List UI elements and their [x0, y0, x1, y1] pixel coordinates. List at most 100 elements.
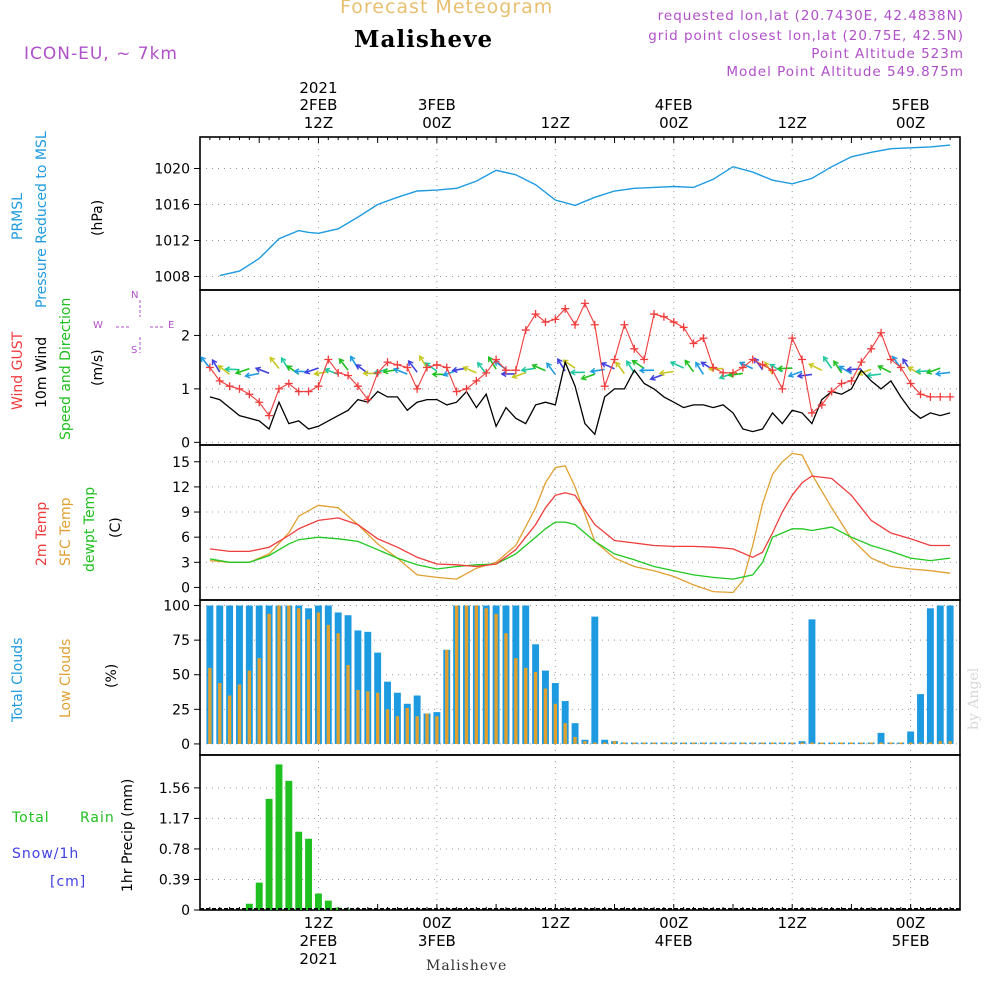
wind-direction-arrowhead	[234, 368, 242, 375]
rain-bar	[344, 909, 352, 910]
gust-marker	[798, 355, 807, 364]
compass-lines	[116, 300, 164, 353]
low-cloud-bar	[454, 605, 459, 744]
gust-marker	[827, 387, 836, 396]
wind-direction-arrow	[788, 370, 803, 377]
wind-direction-arrowhead	[669, 360, 676, 367]
top-hour-label: 00Z	[422, 114, 451, 132]
low-cloud-bar	[415, 716, 419, 744]
low-cloud-bar	[632, 742, 636, 745]
wind-direction-arrowhead	[313, 370, 320, 377]
gust-marker	[492, 355, 501, 364]
clouds-ytick-label: 50	[172, 668, 190, 684]
wind-direction-arrow	[739, 361, 754, 370]
gust-marker	[916, 390, 925, 399]
gust-marker	[373, 368, 382, 377]
pressure-ytick-label: 1020	[154, 162, 190, 178]
temperature-ytick-label: 3	[181, 555, 190, 571]
low-cloud-bar	[346, 665, 350, 744]
low-cloud-bar	[257, 658, 261, 744]
wind-direction-arrow	[217, 365, 231, 375]
temperature-ytick-label: 15	[172, 455, 190, 471]
wind-direction-arrowhead	[244, 372, 251, 379]
gust-marker	[699, 334, 708, 343]
low-cloud-bar	[297, 608, 301, 744]
wind-direction-arrowhead	[280, 356, 287, 363]
gust-marker	[511, 366, 520, 375]
low-cloud-bar	[375, 692, 380, 744]
gust-marker	[669, 318, 678, 327]
rain-bar	[285, 780, 293, 910]
wind-direction-arrowhead	[649, 374, 656, 381]
pressure-ytick-label: 1008	[154, 270, 190, 286]
wind-direction-arrow	[314, 370, 329, 375]
clouds-frame	[199, 599, 961, 756]
wind-direction-arrowhead	[907, 366, 914, 373]
gust-marker	[896, 363, 905, 372]
gust-marker	[877, 328, 886, 337]
pressure-ytick-label: 1016	[154, 198, 190, 214]
wind-direction-arrow	[670, 361, 684, 369]
low-cloud-bar	[218, 683, 222, 744]
gust-marker	[482, 368, 491, 377]
low-cloud-bar	[612, 741, 617, 744]
total-cloud-bar	[364, 631, 372, 744]
low-cloud-bar	[869, 742, 873, 745]
wind-direction-arrowhead	[217, 364, 224, 371]
low-cloud-bar	[830, 742, 834, 745]
gust-marker	[738, 363, 747, 372]
wind-direction-arrow	[419, 355, 428, 369]
gust-marker	[353, 382, 362, 391]
precip-ytick-label: 0.39	[159, 872, 190, 888]
wind-direction-arrow	[324, 368, 339, 376]
top-date-label: 5FEB	[892, 96, 930, 114]
gust-marker	[472, 376, 481, 385]
low-cloud-bar	[553, 703, 558, 744]
low-cloud-bar	[602, 742, 607, 745]
low-cloud-bar	[484, 608, 488, 744]
total-cloud-bar	[907, 731, 915, 744]
wind-direction-arrow	[847, 368, 862, 371]
total-cloud-bar	[226, 605, 234, 744]
wind-direction-arrowhead	[442, 370, 449, 377]
snow-unit: [cm]	[50, 874, 87, 890]
gust-marker	[768, 366, 777, 375]
low-cloud-bar	[681, 742, 686, 745]
bottom-hour-label: 00Z	[659, 914, 688, 932]
low-cloud-bar	[583, 741, 587, 744]
wind-direction-arrowhead	[418, 354, 425, 362]
low-cloud-bar	[464, 605, 469, 744]
wind-direction-arrow	[211, 359, 221, 373]
wind-gust-line	[209, 302, 951, 417]
chart-title: Forecast Meteogram	[340, 0, 554, 18]
total-cloud-bar	[946, 605, 954, 744]
wind-direction-arrow	[601, 362, 615, 370]
low-cloud-bar	[543, 688, 548, 744]
grid-coords: grid point closest lon,lat (20.75E, 42.5…	[648, 28, 964, 44]
wind-direction-arrowhead	[684, 359, 691, 366]
wind-direction-arrowhead	[349, 355, 356, 362]
gust-marker	[847, 376, 856, 385]
low-cloud-bar	[316, 612, 321, 744]
wind-direction-arrow	[770, 363, 783, 373]
wind-direction-arrowhead	[382, 368, 389, 375]
bottom-date-label: 5FEB	[892, 932, 930, 950]
gust-marker	[580, 299, 589, 308]
gust-marker	[551, 315, 560, 324]
top-date-label: 3FEB	[418, 96, 456, 114]
gust-marker	[314, 382, 323, 391]
bottom-hour-label: 00Z	[896, 914, 925, 932]
wind-direction-arrow	[833, 360, 843, 374]
location-title: Malisheve	[354, 26, 494, 53]
dewpt-temp-line	[209, 521, 951, 580]
low-cloud-bar	[504, 633, 508, 744]
low-cloud-bar	[533, 671, 538, 744]
wind-direction-arrow	[255, 367, 270, 374]
wind-direction-arrow	[581, 373, 596, 380]
gust-marker	[274, 384, 283, 393]
top-date-label: 4FEB	[655, 96, 693, 114]
wind-direction-arrow	[512, 371, 526, 379]
total-cloud-bar	[917, 694, 924, 744]
wind-direction-arrowhead	[934, 370, 942, 377]
wind-direction-arrow	[615, 361, 626, 375]
